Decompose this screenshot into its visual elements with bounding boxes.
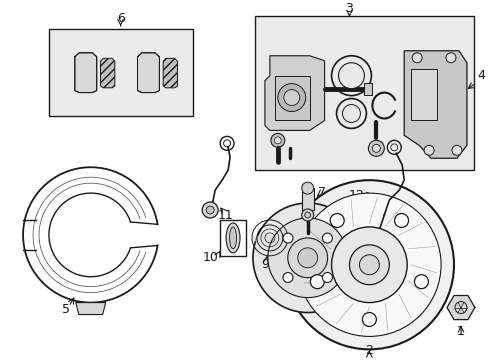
Circle shape — [206, 206, 214, 214]
Circle shape — [283, 233, 292, 243]
Circle shape — [297, 193, 440, 336]
Bar — [274, 76, 309, 121]
Circle shape — [274, 137, 281, 144]
Circle shape — [367, 140, 384, 156]
Circle shape — [310, 275, 324, 289]
Polygon shape — [446, 296, 460, 307]
Text: 11: 11 — [217, 208, 232, 221]
Polygon shape — [76, 302, 105, 315]
Circle shape — [267, 218, 347, 298]
Circle shape — [411, 53, 421, 63]
Circle shape — [342, 104, 360, 122]
Circle shape — [283, 273, 292, 283]
Circle shape — [301, 209, 313, 221]
Bar — [364, 83, 372, 95]
Text: 9: 9 — [261, 258, 268, 271]
Polygon shape — [101, 58, 115, 88]
Ellipse shape — [229, 227, 236, 249]
Circle shape — [322, 273, 332, 283]
Circle shape — [331, 227, 407, 302]
Polygon shape — [460, 296, 474, 307]
Circle shape — [270, 134, 284, 147]
Polygon shape — [460, 307, 474, 320]
Polygon shape — [163, 58, 177, 88]
Circle shape — [277, 84, 305, 112]
Text: 6: 6 — [117, 13, 124, 26]
Text: 8: 8 — [321, 208, 329, 221]
Circle shape — [329, 213, 344, 228]
Circle shape — [202, 202, 218, 218]
Polygon shape — [137, 53, 159, 93]
Polygon shape — [446, 307, 460, 320]
Text: 3: 3 — [345, 3, 353, 15]
Circle shape — [394, 213, 407, 228]
Circle shape — [372, 144, 380, 152]
Circle shape — [359, 255, 379, 275]
Circle shape — [284, 180, 453, 349]
Text: 10: 10 — [202, 251, 218, 264]
Polygon shape — [453, 296, 467, 307]
Polygon shape — [404, 51, 466, 158]
Circle shape — [414, 275, 427, 289]
Text: 12: 12 — [348, 189, 364, 202]
Circle shape — [338, 63, 364, 89]
Polygon shape — [264, 56, 324, 130]
Bar — [254, 16, 473, 170]
Ellipse shape — [225, 223, 240, 253]
Bar — [220, 220, 245, 256]
Circle shape — [283, 90, 299, 105]
Bar — [49, 29, 193, 117]
Polygon shape — [410, 69, 436, 121]
Text: 5: 5 — [62, 303, 70, 316]
Circle shape — [362, 312, 376, 327]
Circle shape — [349, 245, 388, 285]
Text: 7: 7 — [317, 186, 325, 199]
Polygon shape — [75, 53, 97, 93]
Circle shape — [252, 203, 362, 312]
Circle shape — [423, 145, 433, 155]
Circle shape — [287, 238, 327, 278]
Circle shape — [451, 145, 461, 155]
Bar — [372, 263, 391, 271]
Text: 2: 2 — [365, 344, 372, 357]
Text: 4: 4 — [476, 69, 484, 82]
Circle shape — [322, 233, 332, 243]
Text: 1: 1 — [456, 325, 464, 338]
Circle shape — [304, 212, 310, 218]
Circle shape — [297, 248, 317, 268]
Bar — [301, 188, 313, 210]
Polygon shape — [453, 307, 467, 320]
Circle shape — [301, 182, 313, 194]
Circle shape — [445, 53, 455, 63]
